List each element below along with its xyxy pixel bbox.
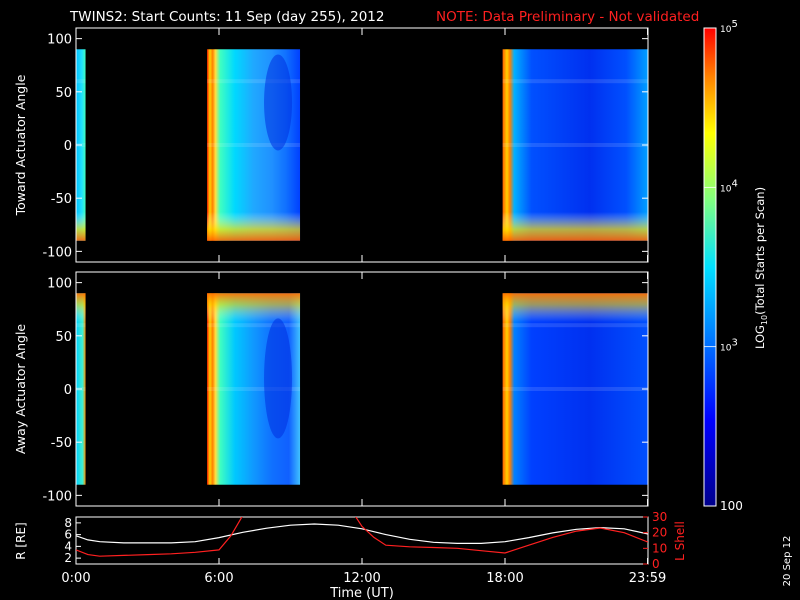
- preliminary-note: NOTE: Data Preliminary - Not validated: [436, 9, 699, 25]
- heatmap-blocks: [76, 293, 648, 485]
- heatmap-edge-overlay: [502, 49, 648, 241]
- intensity-plume: [264, 318, 293, 439]
- x-ticks: 0:00 6:00 12:00 18:00 23:59: [61, 558, 666, 586]
- away-angle-panel: 100 50 0 -50 -100 Away Actuator Angle: [13, 271, 649, 507]
- x-tick-label: 12:00: [343, 571, 380, 586]
- y-tick-label: 100: [47, 277, 72, 292]
- y-tick-label: 0: [652, 557, 660, 571]
- r-line: [76, 523, 648, 544]
- x-axis-label: Time (UT): [329, 586, 394, 600]
- orbit-lines: [76, 517, 648, 557]
- y-tick-label: 8: [64, 516, 72, 530]
- y-axis-label-right: L Shell: [673, 521, 687, 561]
- colorbar-tick-label: 105: [720, 19, 738, 35]
- y-tick-label: 20: [652, 526, 667, 540]
- x-tick-marks: [75, 28, 649, 262]
- heatmap-edge-overlay: [502, 293, 648, 485]
- y-tick-label: 6: [64, 528, 72, 542]
- angle-band: [502, 323, 648, 328]
- colorbar-tick-label: 104: [720, 178, 738, 194]
- date-stamp: 20 Sep 12: [782, 536, 793, 587]
- angle-band: [207, 323, 301, 328]
- y-axis-label: Away Actuator Angle: [13, 324, 28, 455]
- colorbar-gradient: [703, 27, 717, 507]
- y-ticks: 100 50 0 -50 -100: [42, 277, 648, 504]
- x-tick-label: 6:00: [204, 571, 233, 586]
- x-tick-label: 23:59: [629, 571, 666, 586]
- y-tick-label: 50: [55, 330, 72, 345]
- angle-band: [502, 79, 648, 84]
- y-tick-label: -100: [42, 245, 72, 260]
- y-axis-label-left: R [RE]: [14, 522, 28, 559]
- y-tick-label: 100: [47, 33, 72, 48]
- y-axis-label: Toward Actuator Angle: [13, 74, 28, 216]
- x-tick-label: 18:00: [486, 571, 523, 586]
- angle-band: [207, 143, 301, 147]
- x-tick-marks: [75, 272, 649, 506]
- y-tick-label: -100: [42, 489, 72, 504]
- angle-band: [207, 387, 301, 391]
- y-tick-label: 50: [55, 86, 72, 101]
- lshell-line: [355, 517, 648, 554]
- heatmap-blocks: [76, 49, 648, 241]
- angle-band: [76, 323, 86, 328]
- x-tick-label: 0:00: [61, 571, 90, 586]
- colorbar-tick-label: 100: [720, 499, 743, 513]
- y-tick-label: -50: [51, 192, 72, 207]
- lshell-line: [76, 517, 243, 557]
- y-tick-label: -50: [51, 436, 72, 451]
- colorbar-tick-label: 103: [720, 338, 738, 354]
- y-tick-label: 10: [652, 541, 667, 555]
- y-tick-label: 4: [64, 539, 72, 553]
- y-ticks: 100 50 0 -50 -100: [42, 33, 648, 260]
- colorbar-label: LOG10(Total Starts per Scan): [753, 187, 769, 349]
- colorbar-ticks: 105 104 103 100: [704, 19, 743, 513]
- y-tick-label: 30: [652, 510, 667, 524]
- y-tick-label: 2: [64, 551, 72, 565]
- angle-band: [502, 387, 648, 391]
- chart-title: TWINS2: Start Counts: 11 Sep (day 255), …: [69, 9, 384, 25]
- colorbar: 105 104 103 100 LOG10(Total Starts per Scan…: [703, 19, 769, 513]
- angle-band: [502, 143, 648, 147]
- y-tick-label: 0: [64, 139, 72, 154]
- panel-frame: [75, 516, 649, 565]
- angle-band: [207, 79, 301, 84]
- toward-angle-panel: 100 50 0 -50 -100 Toward Actuator Angle: [13, 27, 649, 263]
- intensity-plume: [264, 54, 293, 151]
- y-tick-label: 0: [64, 383, 72, 398]
- angle-band: [76, 79, 86, 84]
